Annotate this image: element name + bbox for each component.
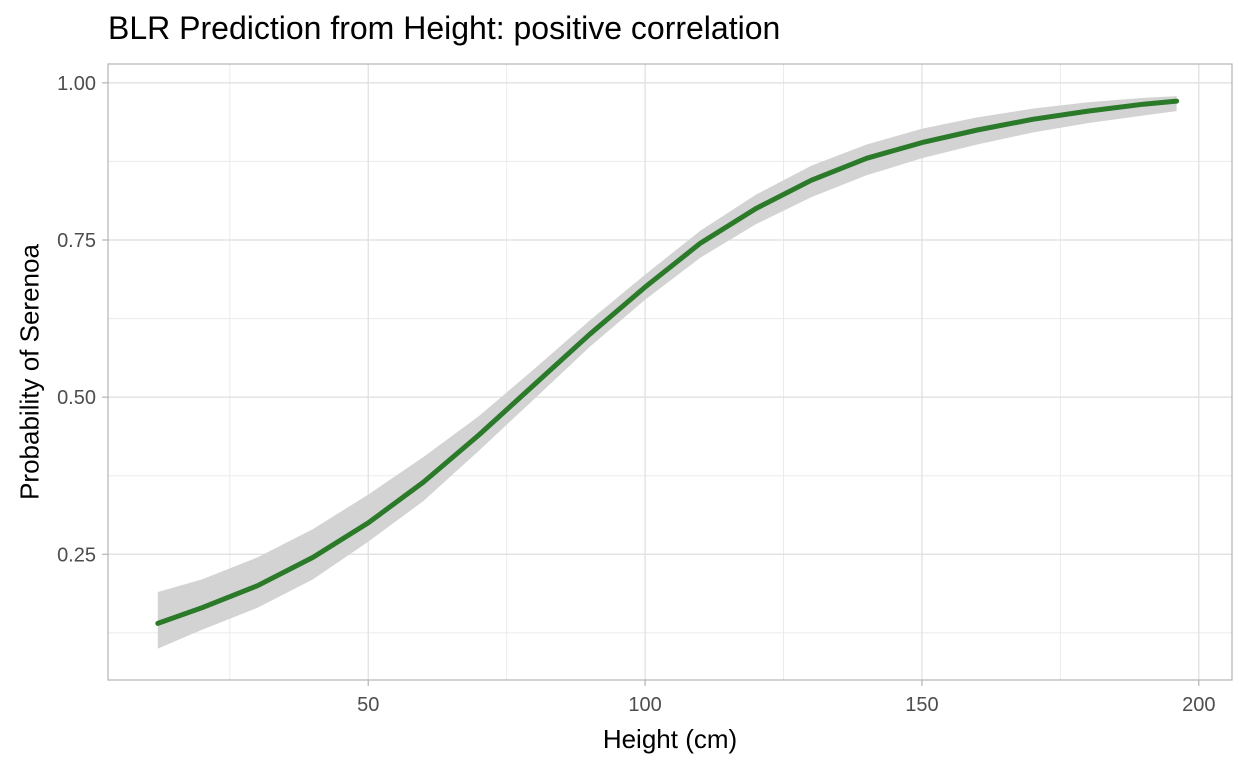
x-tick-label: 50 xyxy=(357,694,379,716)
prediction-line xyxy=(155,98,1180,626)
x-tick-label: 200 xyxy=(1182,694,1215,716)
confidence-band xyxy=(157,96,1177,649)
y-tick-label: 1.00 xyxy=(57,73,96,95)
x-axis-label: Height (cm) xyxy=(602,724,738,754)
y-axis-label: Probability of Serenoa xyxy=(14,244,45,500)
x-tick-label: 150 xyxy=(905,694,938,716)
x-tick-label: 100 xyxy=(628,694,661,716)
y-tick-label: 0.50 xyxy=(57,387,96,409)
panel-border xyxy=(107,63,1233,681)
y-tick-label: 0.25 xyxy=(57,544,96,566)
chart-title: BLR Prediction from Height: positive cor… xyxy=(108,10,781,46)
y-tick-label: 0.75 xyxy=(57,230,96,252)
